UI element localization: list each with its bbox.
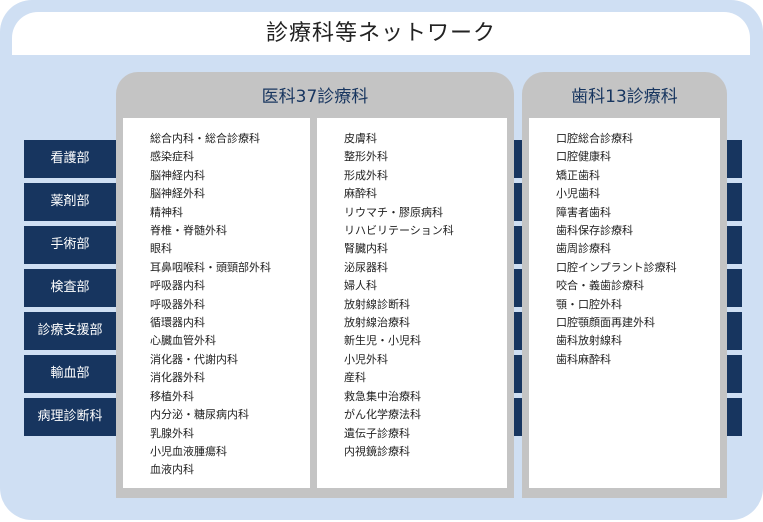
department-item: 消化器・代謝内科 [150,352,238,366]
department-item: 麻酔科 [344,187,377,201]
department-item: 心臓血管外科 [150,334,216,348]
department-item: 皮膚科 [344,132,377,145]
medical-column-1: 総合内科・総合診療科 感染症科脳神経内科脳神経外科精神科脊椎・脊髄外科 眼科耳鼻咽喉… [123,118,310,488]
dental-panel: 歯科13診療科 口腔総合診療科 口腔健康科矯正歯科小児歯科障害者歯科歯科保存診療科… [522,72,727,498]
medical-column-2: 皮膚科整形外科形成外科麻酔科リウマチ・膠原病科 リハビリテーション科 腎臓内科泌尿器… [317,118,507,488]
department-label: 検査部 [50,280,90,295]
department-label: 輸血部 [50,366,90,381]
department-item: 口腔インプラント診療科 [556,260,677,274]
department-item: 婦人科 [344,279,377,293]
dental-column: 口腔総合診療科 口腔健康科矯正歯科小児歯科障害者歯科歯科保存診療科 歯周診療科口腔イ… [529,118,720,488]
department-item: 内視鏡診療科 [344,444,410,458]
medical-panel: 医科37診療科 総合内科・総合診療科 感染症科脳神経内科脳神経外科精神科脊椎・脊髄… [116,72,514,498]
department-item: 遺伝子診療科 [344,426,410,440]
department-item: 小児外科 [344,352,388,366]
department-item: 歯科放射線科 [556,334,622,348]
department-item: 循環器内科 [150,316,205,330]
department-item: リウマチ・膠原病科 [344,205,443,219]
department-item: 口腔健康科 [556,150,611,164]
department-item: 整形外科 [344,150,388,164]
department-item: 矯正歯科 [556,168,600,182]
department-item: 顎・口腔外科 [556,297,622,311]
department-item: 精神科 [150,205,183,219]
department-item: 血液内科 [150,463,194,477]
department-item: 救急集中治療科 [344,389,421,403]
department-item: 口腔総合診療科 [556,132,633,145]
department-item: 呼吸器外科 [150,297,205,311]
department-item: 総合内科・総合診療科 [150,132,260,145]
department-item: リハビリテーション科 [344,224,454,238]
department-item: 新生児・小児科 [344,334,421,348]
medical-heading: 医科37診療科 [261,87,369,107]
department-item: 小児血液腫瘍科 [150,444,227,458]
department-label: 薬剤部 [50,194,90,209]
department-item: 内分泌・糖尿病内科 [150,408,249,422]
department-item: がん化学療法科 [344,408,421,422]
department-item: 感染症科 [150,150,194,164]
department-item: 咬合・義歯診療科 [556,279,644,293]
department-item: 歯科麻酔科 [556,352,611,366]
department-item: 放射線治療科 [344,316,410,330]
department-item: 小児歯科 [556,187,600,201]
department-label: 看護部 [50,151,90,166]
department-item: 障害者歯科 [556,205,611,219]
department-item: 移植外科 [150,389,194,403]
department-item: 放射線診断科 [344,297,410,311]
department-item: 腎臓内科 [344,242,388,256]
department-item: 脳神経外科 [150,187,205,201]
department-item: 口腔顎顔面再建外科 [556,316,655,330]
department-label: 診療支援部 [37,323,103,338]
department-label: 病理診断科 [37,409,103,424]
department-item: 歯科保存診療科 [556,224,633,238]
department-item: 眼科 [150,242,172,256]
department-item: 消化器外科 [150,371,205,385]
diagram-title: 診療科等ネットワーク [12,12,750,55]
department-item: 脳神経内科 [150,168,205,182]
department-item: 呼吸器内科 [150,279,205,293]
department-item: 乳腺外科 [150,426,194,440]
dental-heading: 歯科13診療科 [571,87,678,107]
department-item: 産科 [344,371,366,385]
department-item: 脊椎・脊髄外科 [150,224,227,238]
department-item: 泌尿器科 [344,260,388,274]
department-item: 耳鼻咽喉科・頭頸部外科 [150,260,271,274]
department-label: 手術部 [50,237,90,252]
department-item: 歯周診療科 [556,242,611,256]
department-item: 形成外科 [344,168,388,182]
